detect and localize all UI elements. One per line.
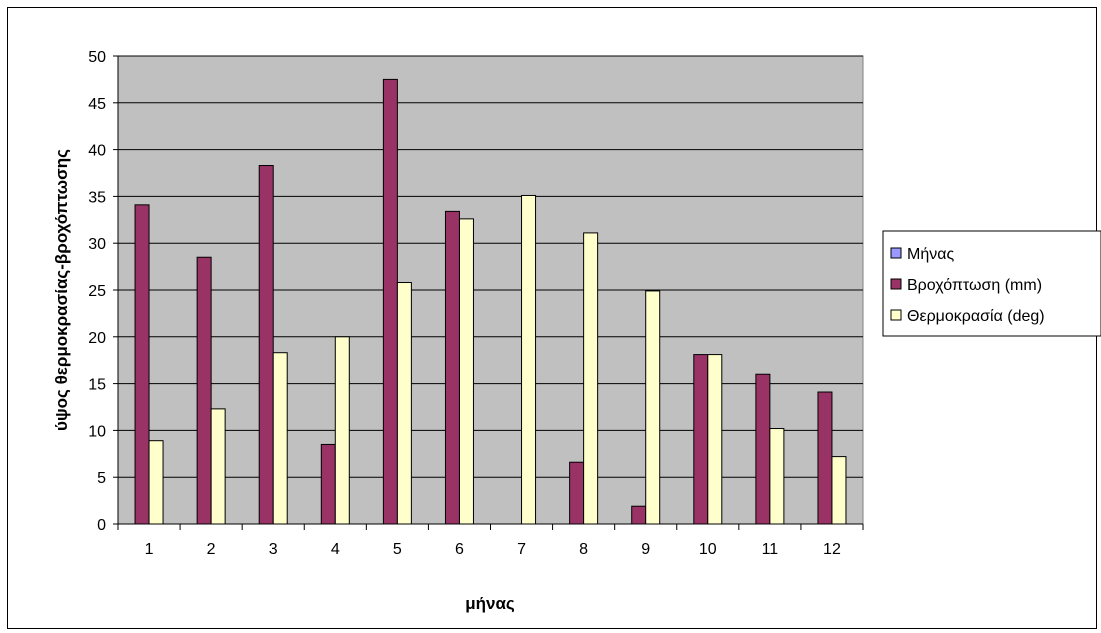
bar [382,78,398,525]
bar [210,408,226,525]
x-tick-label: 7 [517,541,526,558]
y-tick-label: 15 [88,377,106,394]
x-tick-label: 4 [331,541,340,558]
bar [521,194,537,525]
bars [134,78,847,525]
x-tick-labels: 1 2 3 4 5 6 7 8 9 10 11 12 [145,541,841,558]
x-tick-label: 5 [393,541,402,558]
x-tick-label: 6 [455,541,464,558]
y-axis-title: ύψος θερμοκρασίας-βροχόπτωσης [52,149,71,431]
y-tick-label: 10 [88,423,106,440]
y-tick-label: 35 [88,189,106,206]
legend-swatch [890,247,902,259]
bar [258,165,274,525]
y-tick-label: 50 [88,49,106,66]
bar [831,456,847,525]
bar [583,232,599,525]
legend-swatch [890,309,902,321]
bar [148,440,164,525]
bar [631,505,647,525]
x-tick-label: 9 [641,541,650,558]
x-axis-title: μήνας [465,594,515,613]
legend-label: Βροχόπτωση (mm) [907,277,1042,294]
x-tick-label: 8 [579,541,588,558]
x-tick-label: 12 [823,541,841,558]
legend: Μήνας Βροχόπτωση (mm) Θερμοκρασία (deg) [882,230,1101,337]
bar [755,373,771,525]
x-tick-label: 11 [762,541,779,558]
x-tick-label: 3 [269,541,278,558]
bar [396,282,412,525]
bar [444,210,460,525]
y-tick-labels: 0 5 10 15 20 25 30 35 40 45 50 [88,49,106,534]
legend-box [882,230,1101,337]
legend-items: Μήνας Βροχόπτωση (mm) Θερμοκρασία (deg) [890,246,1045,325]
gridlines [118,55,863,478]
bar [769,428,785,525]
bar [196,256,212,525]
y-tick-label: 45 [88,96,106,113]
bar [458,218,474,525]
x-tick-label: 10 [699,541,717,558]
x-tick-label: 2 [207,541,216,558]
y-tick-label: 30 [88,236,106,253]
x-tick-label: 1 [145,541,154,558]
y-tick-label: 5 [97,470,106,487]
y-tick-label: 40 [88,143,106,160]
y-tick-label: 20 [88,330,106,347]
y-tick-label: 0 [97,517,106,534]
axes [113,55,864,530]
bar [272,352,288,525]
y-tick-label: 25 [88,283,106,300]
bar [645,290,661,525]
bar [707,354,723,525]
bar [334,336,350,525]
legend-label: Θερμοκρασία (deg) [907,308,1045,325]
bar [569,461,585,525]
bar [134,204,150,525]
bar [693,354,709,525]
legend-label: Μήνας [907,246,954,263]
legend-swatch [890,278,902,290]
bar [817,391,833,525]
bar [320,443,336,525]
